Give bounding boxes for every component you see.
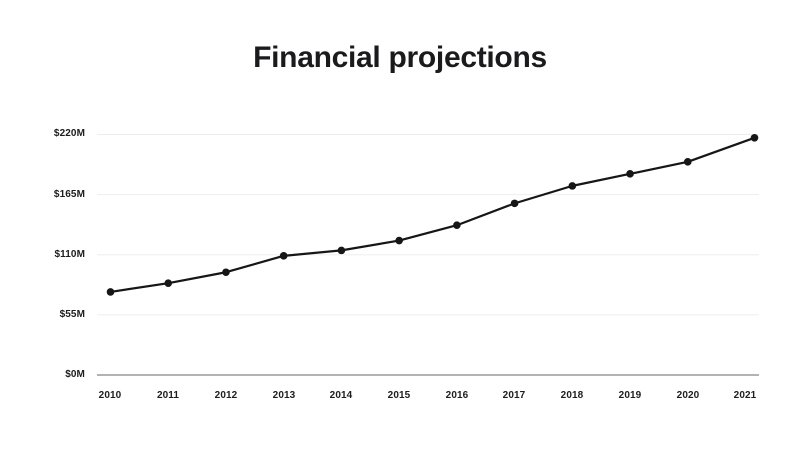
- data-point-2021: [750, 133, 759, 142]
- data-point-2012: [222, 268, 230, 277]
- data-point-2020: [683, 158, 692, 166]
- x-axis-tick-label: 2013: [272, 390, 296, 401]
- data-point-2014: [337, 246, 346, 255]
- x-axis-tick-label: 2011: [156, 390, 180, 401]
- chart-title: Financial projections: [253, 41, 547, 74]
- y-axis-tick-label: $165M: [53, 189, 85, 200]
- data-point-2011: [164, 279, 173, 287]
- data-point-2016: [453, 221, 461, 230]
- data-point-2017: [510, 199, 519, 208]
- y-axis-tick-label: $110M: [54, 249, 85, 260]
- x-axis-tick-label: 2019: [618, 390, 642, 401]
- data-point-2015: [395, 236, 403, 245]
- x-axis-tick-label: 2016: [445, 390, 469, 401]
- data-point-2018: [568, 182, 577, 190]
- y-axis-tick-label: $55M: [59, 309, 85, 320]
- x-axis-tick-label: 2021: [733, 390, 757, 401]
- y-axis-tick-label: $220M: [53, 128, 85, 139]
- x-axis-tick-label: 2015: [387, 390, 411, 401]
- x-axis-tick-label: 2012: [214, 390, 238, 401]
- data-point-2010: [106, 288, 115, 296]
- data-point-2019: [626, 170, 634, 178]
- x-axis-tick-label: 2017: [502, 390, 526, 401]
- data-point-2013: [279, 252, 288, 260]
- x-axis-tick-label: 2020: [676, 390, 700, 401]
- y-axis-tick-label: $0M: [65, 369, 85, 380]
- data-line: [109, 136, 756, 294]
- x-axis-tick-label: 2014: [329, 390, 353, 401]
- x-axis-tick-label: 2018: [560, 390, 584, 401]
- x-axis-tick-label: 2010: [98, 390, 122, 401]
